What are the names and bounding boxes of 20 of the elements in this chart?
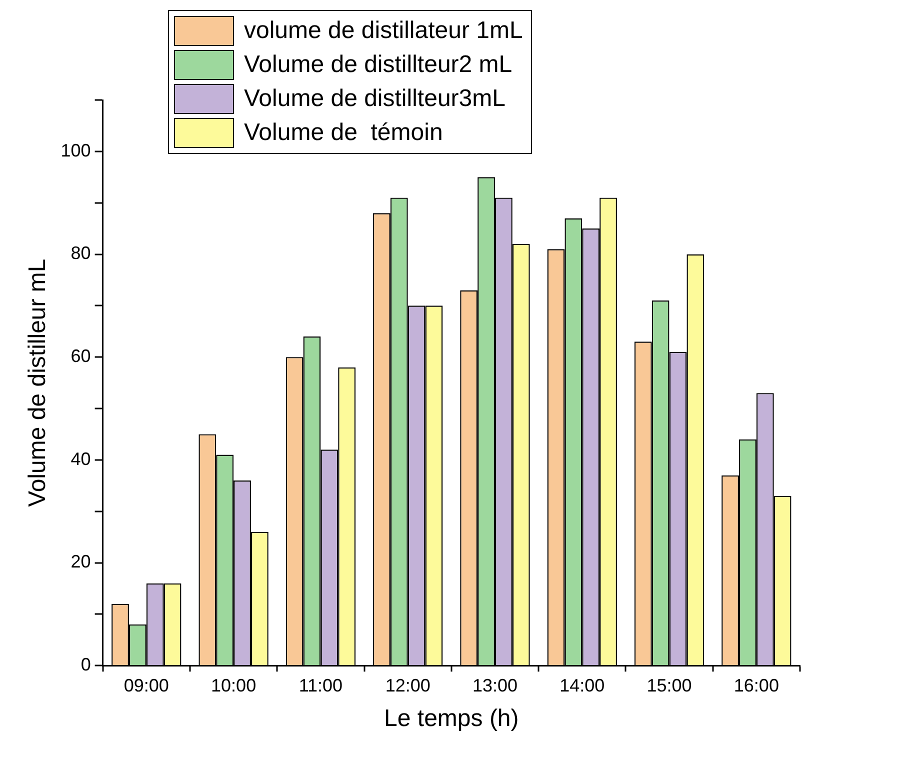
x-axis-title: Le temps (h)	[384, 705, 519, 732]
x-tick-label: 12:00	[385, 675, 430, 696]
x-tick-label: 16:00	[734, 675, 779, 696]
x-tick-label: 15:00	[646, 675, 692, 696]
y-tick-label: 80	[70, 243, 91, 264]
y-tick-label: 40	[70, 448, 91, 469]
y-tick-label: 60	[70, 346, 91, 366]
y-tick-label: 20	[70, 552, 91, 572]
legend-label: volume de distillateur 1mL	[244, 17, 523, 45]
y-axis-title: Volume de distilleur mL	[24, 258, 52, 507]
legend-label: Volume de distillteur2 mL	[244, 51, 512, 79]
legend-label: Volume de distillteur3mL	[244, 85, 506, 113]
y-tick-label: 100	[60, 140, 91, 160]
x-tick-label: 11:00	[298, 675, 343, 696]
legend-label: Volume de témoin	[244, 119, 443, 147]
y-tick-label: 0	[80, 654, 91, 675]
x-tick-label: 14:00	[560, 675, 605, 696]
x-tick-label: 09:00	[124, 675, 169, 696]
x-tick-label: 10:00	[211, 675, 256, 696]
x-tick-label: 13:00	[472, 675, 518, 696]
